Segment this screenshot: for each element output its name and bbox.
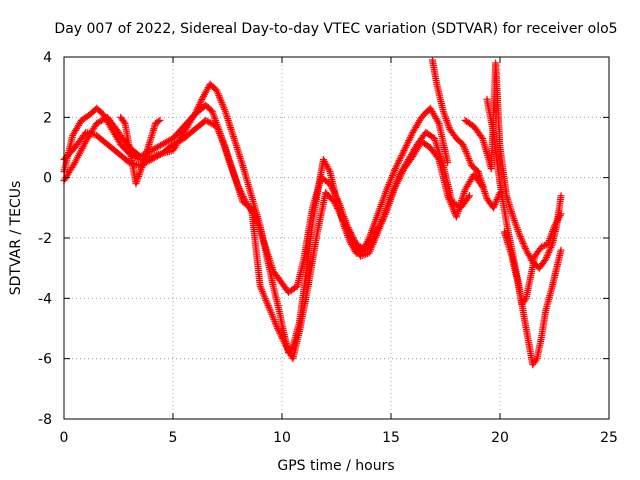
- y-axis-label: SDTVAR / TECUs: [8, 181, 24, 296]
- x-tick-label: 5: [169, 430, 178, 446]
- series-track-c: [61, 117, 487, 362]
- y-tick-label: 0: [43, 171, 52, 187]
- grid-layer: [64, 57, 609, 419]
- chart-title: Day 007 of 2022, Sidereal Day-to-day VTE…: [54, 21, 617, 37]
- y-tick-label: 4: [43, 50, 52, 66]
- x-tick-label: 20: [491, 430, 509, 446]
- chart-canvas: Day 007 of 2022, Sidereal Day-to-day VTE…: [0, 0, 640, 480]
- data-points-layer: [61, 57, 565, 369]
- x-axis-label: GPS time / hours: [277, 458, 394, 474]
- x-tick-label: 25: [600, 430, 618, 446]
- x-tick-label: 15: [382, 430, 400, 446]
- x-tick-label: 10: [273, 430, 291, 446]
- ticks-layer: 0 5 10 15 20 25 -8 -6 -4 -2 0 2 4: [38, 50, 618, 446]
- sdtvar-chart: Day 007 of 2022, Sidereal Day-to-day VTE…: [0, 0, 640, 480]
- y-tick-label: -2: [38, 231, 52, 247]
- y-tick-label: -4: [38, 291, 52, 307]
- y-tick-label: -8: [38, 412, 52, 428]
- x-tick-label: 0: [60, 430, 69, 446]
- y-tick-label: 2: [43, 110, 52, 126]
- data-point: [558, 247, 565, 254]
- y-tick-label: -6: [38, 352, 52, 368]
